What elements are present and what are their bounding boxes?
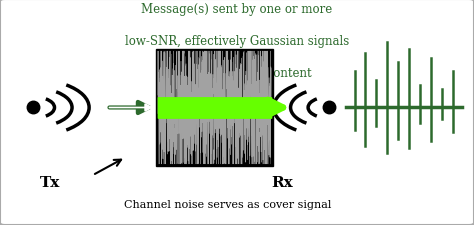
Text: w/ same spectral content: w/ same spectral content	[162, 66, 312, 79]
Text: low-SNR, effectively Gaussian signals: low-SNR, effectively Gaussian signals	[125, 35, 349, 48]
Text: Tx: Tx	[40, 176, 60, 189]
Bar	[156, 50, 273, 166]
Text: Message(s) sent by one or more: Message(s) sent by one or more	[141, 3, 333, 16]
Text: Channel noise serves as cover signal: Channel noise serves as cover signal	[124, 199, 331, 209]
Text: Rx: Rx	[271, 176, 293, 189]
